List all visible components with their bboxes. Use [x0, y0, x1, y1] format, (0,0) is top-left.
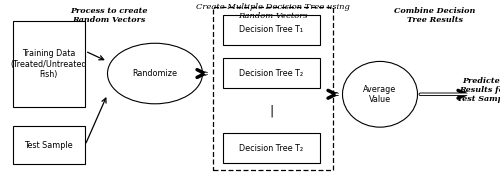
FancyBboxPatch shape	[222, 133, 320, 163]
FancyBboxPatch shape	[212, 7, 332, 170]
Text: Test Sample: Test Sample	[24, 141, 73, 150]
Text: Average
Value: Average Value	[364, 85, 396, 104]
Text: Combine Decision
Tree Results: Combine Decision Tree Results	[394, 7, 475, 24]
Text: Decision Tree T₂: Decision Tree T₂	[239, 69, 304, 78]
FancyBboxPatch shape	[12, 126, 85, 164]
Text: Predicted
Results for
Test Sample: Predicted Results for Test Sample	[457, 77, 500, 103]
Text: Process to create
Random Vectors: Process to create Random Vectors	[70, 7, 148, 24]
Ellipse shape	[108, 43, 202, 104]
Text: Decision Tree T₂: Decision Tree T₂	[239, 144, 304, 153]
FancyBboxPatch shape	[222, 15, 320, 45]
Text: Decision Tree T₁: Decision Tree T₁	[239, 25, 304, 34]
Text: Create Multiple Decision Tree using
Random Vectors: Create Multiple Decision Tree using Rand…	[196, 3, 350, 20]
FancyBboxPatch shape	[222, 58, 320, 88]
Ellipse shape	[342, 61, 417, 127]
Text: Randomize: Randomize	[132, 69, 178, 78]
Text: Training Data
(Treated/Untreated
Fish): Training Data (Treated/Untreated Fish)	[10, 49, 87, 79]
Text: |: |	[269, 104, 274, 117]
FancyBboxPatch shape	[12, 21, 85, 107]
